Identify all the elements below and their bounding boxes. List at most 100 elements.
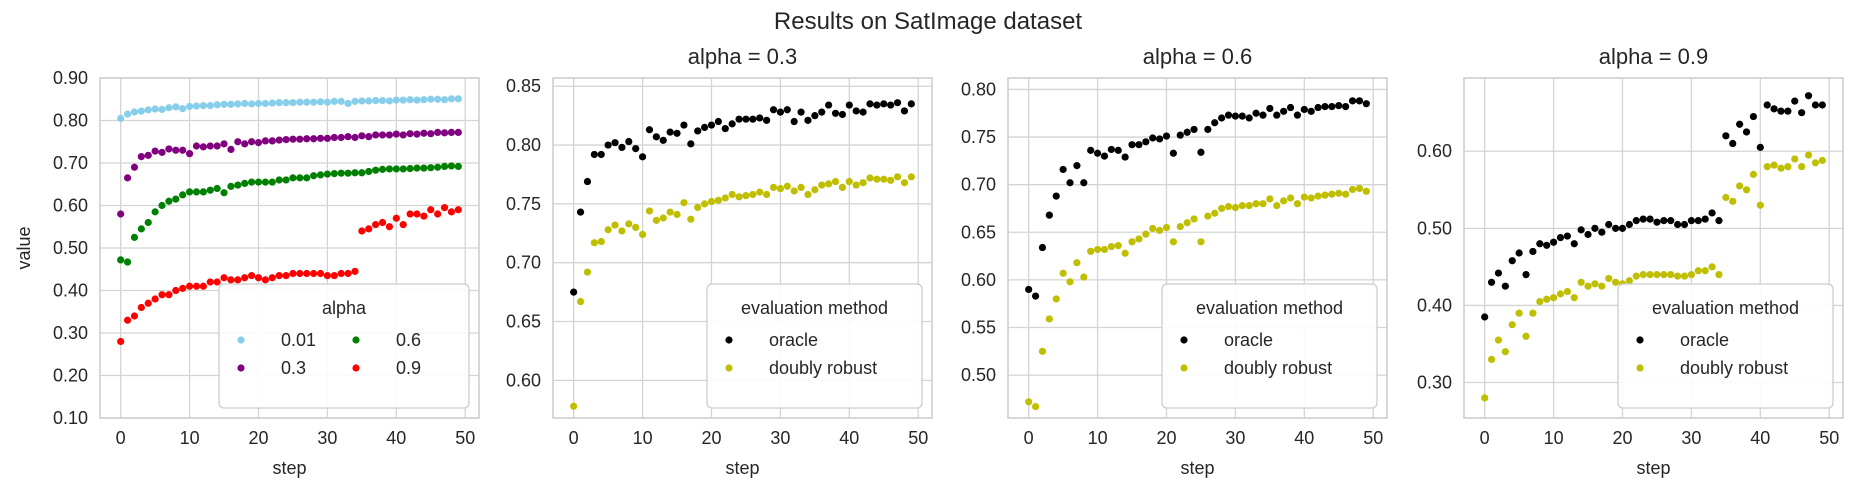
y-tick-label: 0.60	[53, 196, 88, 216]
data-point	[1667, 270, 1675, 279]
data-point	[1300, 105, 1308, 114]
data-point	[268, 274, 276, 282]
data-point	[365, 225, 373, 233]
data-point	[268, 99, 276, 107]
data-point	[227, 276, 235, 284]
data-point	[893, 99, 902, 107]
data-point	[1522, 332, 1530, 340]
data-point	[365, 97, 373, 105]
x-axis-label: step	[1636, 458, 1670, 478]
y-axis-label: value	[14, 226, 34, 269]
data-point	[680, 121, 688, 129]
data-point	[1729, 197, 1737, 205]
legend-marker	[352, 364, 360, 372]
data-point	[123, 110, 132, 118]
data-point	[234, 100, 242, 108]
data-point	[1722, 132, 1730, 140]
data-point	[1307, 194, 1315, 202]
data-point	[1722, 193, 1730, 202]
data-point	[1211, 119, 1219, 127]
data-point	[378, 218, 387, 227]
data-point	[1549, 294, 1558, 302]
data-point	[365, 133, 373, 141]
data-point	[248, 178, 256, 186]
data-point	[296, 135, 304, 143]
data-point	[804, 116, 812, 124]
data-point	[852, 181, 860, 189]
data-point	[351, 97, 359, 105]
data-point	[454, 162, 462, 170]
data-point	[172, 286, 180, 295]
data-point	[1777, 164, 1785, 172]
data-point	[275, 136, 283, 144]
x-tick-label: 20	[701, 428, 721, 448]
data-point	[289, 135, 297, 143]
data-point	[179, 105, 187, 113]
y-tick-label: 0.40	[53, 281, 88, 301]
data-point	[220, 140, 228, 148]
data-point	[192, 282, 201, 290]
data-point	[427, 130, 435, 138]
data-point	[625, 220, 633, 228]
data-point	[296, 174, 304, 182]
legend-marker	[237, 364, 245, 372]
y-tick-label: 0.70	[506, 253, 541, 273]
data-point	[880, 175, 888, 183]
data-point	[1494, 269, 1503, 277]
data-point	[825, 180, 833, 188]
y-tick-label: 0.55	[961, 318, 996, 338]
data-point	[323, 272, 331, 280]
data-point	[1149, 224, 1157, 233]
data-point	[1591, 224, 1599, 232]
data-point	[282, 99, 290, 107]
data-point	[1142, 138, 1150, 146]
data-point	[1811, 101, 1820, 109]
data-point	[645, 207, 654, 215]
data-point	[1818, 156, 1826, 165]
data-point	[1763, 163, 1771, 171]
data-point	[1321, 102, 1329, 111]
series-0.3	[117, 128, 462, 218]
data-point	[701, 123, 709, 132]
data-point	[1680, 220, 1689, 229]
data-point	[1749, 112, 1758, 121]
data-point	[1314, 103, 1322, 112]
data-point	[1694, 267, 1702, 275]
data-point	[1218, 204, 1226, 213]
data-point	[1556, 233, 1565, 242]
data-point	[137, 225, 145, 233]
data-point	[1328, 102, 1336, 111]
data-point	[372, 166, 380, 174]
data-point	[406, 96, 414, 104]
data-point	[123, 316, 132, 324]
data-point	[611, 139, 619, 147]
data-point	[1784, 163, 1792, 171]
data-point	[158, 148, 166, 156]
data-point	[165, 291, 173, 299]
data-point	[1653, 270, 1661, 279]
data-point	[399, 165, 407, 173]
legend-title: evaluation method	[1196, 298, 1343, 318]
x-tick-label: 0	[1024, 428, 1034, 448]
data-point	[337, 269, 345, 278]
data-point	[1487, 355, 1496, 364]
data-point	[1660, 270, 1668, 279]
data-point	[652, 133, 660, 141]
data-point	[392, 130, 400, 138]
data-point	[1770, 105, 1778, 113]
data-point	[1605, 220, 1613, 229]
data-point	[652, 216, 660, 224]
data-point	[1687, 217, 1695, 225]
data-point	[227, 145, 235, 153]
data-point	[728, 120, 736, 128]
data-point	[1770, 161, 1778, 169]
legend-label: 0.3	[281, 358, 306, 378]
data-point	[728, 190, 736, 199]
data-point	[1646, 270, 1654, 279]
data-point	[351, 133, 359, 142]
data-point	[316, 171, 325, 179]
data-point	[241, 99, 249, 108]
data-point	[282, 136, 290, 144]
data-point	[248, 272, 256, 280]
data-point	[227, 182, 235, 190]
